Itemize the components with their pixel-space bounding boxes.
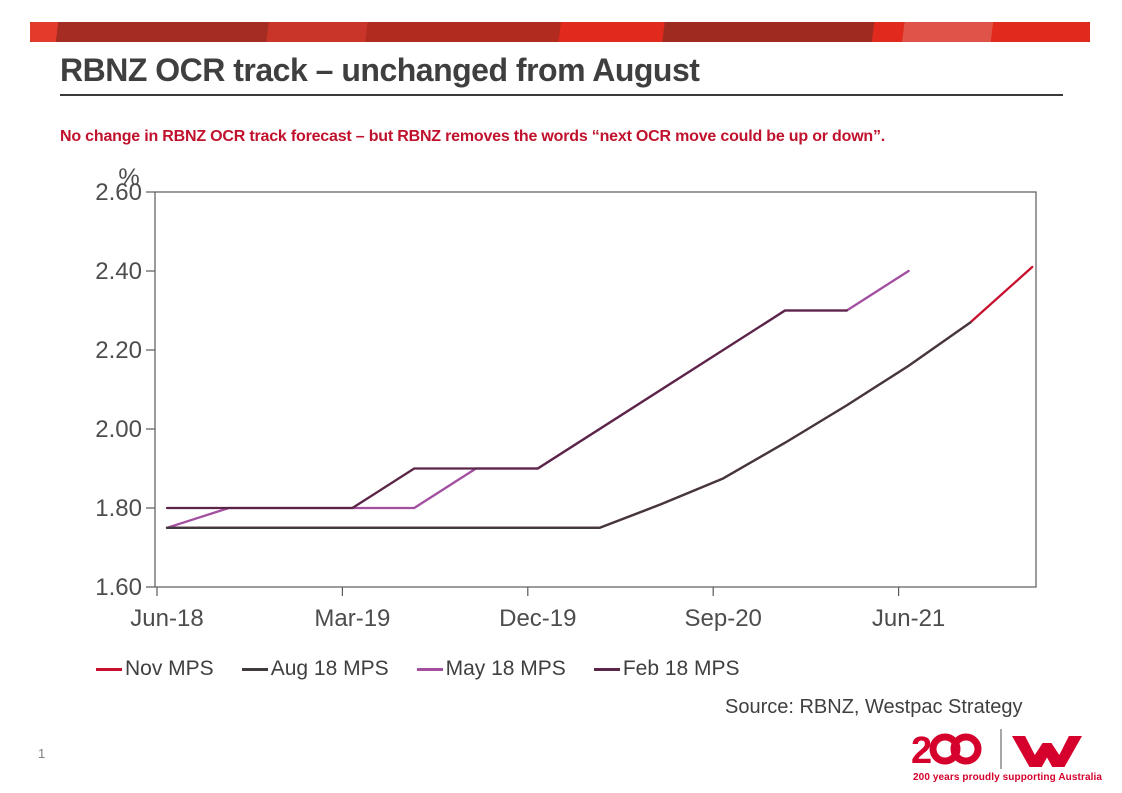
- source-note: Source: RBNZ, Westpac Strategy: [725, 696, 1023, 718]
- title-underline: [60, 94, 1063, 96]
- y-tick-label: 2.20: [95, 337, 142, 364]
- y-axis-unit-label: %: [118, 165, 139, 191]
- logo-divider: [1000, 729, 1002, 769]
- westpac-w-icon: [1012, 736, 1082, 767]
- slide-title: RBNZ OCR track – unchanged from August: [60, 52, 700, 88]
- westpac-w-shape: [1012, 736, 1082, 767]
- legend-item-may-18-mps: May 18 MPS: [416, 657, 566, 681]
- ocr-track-line-chart: 2.60 2.40 2.20 2.00 1.80 1.60% Jun-18 Mar-19 Dec…: [95, 165, 1037, 632]
- legend-item-nov-mps: Nov MPS: [96, 657, 214, 681]
- legend-swatch: [241, 667, 268, 671]
- series-line-aug-18-mps: [165, 321, 972, 529]
- series-line-feb-18-mps: [165, 309, 848, 510]
- legend-swatch: [416, 667, 443, 671]
- chart-legend: Nov MPS Aug 18 MPS May 18 MPS Feb 18 MPS: [96, 657, 740, 681]
- westpac-red-banner: [30, 22, 1090, 42]
- legend-swatch: [593, 667, 620, 671]
- x-tick-label: Jun-18: [130, 605, 203, 632]
- legend-label: Aug 18 MPS: [270, 657, 389, 680]
- logo-200-ring-2: [950, 733, 982, 765]
- x-tick-label: Jun-21: [872, 605, 945, 632]
- x-tick-label: Sep-20: [685, 605, 762, 632]
- footer-tagline: 200 years proudly supporting Australia: [913, 772, 1103, 783]
- x-tick-label: Dec-19: [499, 605, 576, 632]
- y-tick-label: 2.40: [95, 258, 142, 285]
- logo-200-digit: 2: [911, 730, 932, 768]
- legend-item-feb-18-mps: Feb 18 MPS: [593, 657, 740, 681]
- legend-label: Feb 18 MPS: [622, 657, 740, 680]
- page-number: 1: [38, 746, 46, 761]
- x-tick-label: Mar-19: [314, 605, 390, 632]
- plot-area-border: [154, 191, 1037, 588]
- y-tick-label: 2.60: [95, 179, 142, 206]
- slide-subtitle: No change in RBNZ OCR track forecast – b…: [60, 128, 886, 145]
- y-tick-label: 1.80: [95, 495, 142, 522]
- legend-item-aug-18-mps: Aug 18 MPS: [241, 657, 389, 681]
- legend-swatch: [96, 667, 122, 671]
- legend-label: Nov MPS: [125, 657, 214, 680]
- series-line-nov-mps: [165, 265, 1034, 529]
- westpac-200-logo: 2: [911, 730, 982, 768]
- y-tick-label: 2.00: [95, 416, 142, 443]
- legend-label: May 18 MPS: [445, 657, 566, 680]
- y-tick-label: 1.60: [95, 574, 142, 601]
